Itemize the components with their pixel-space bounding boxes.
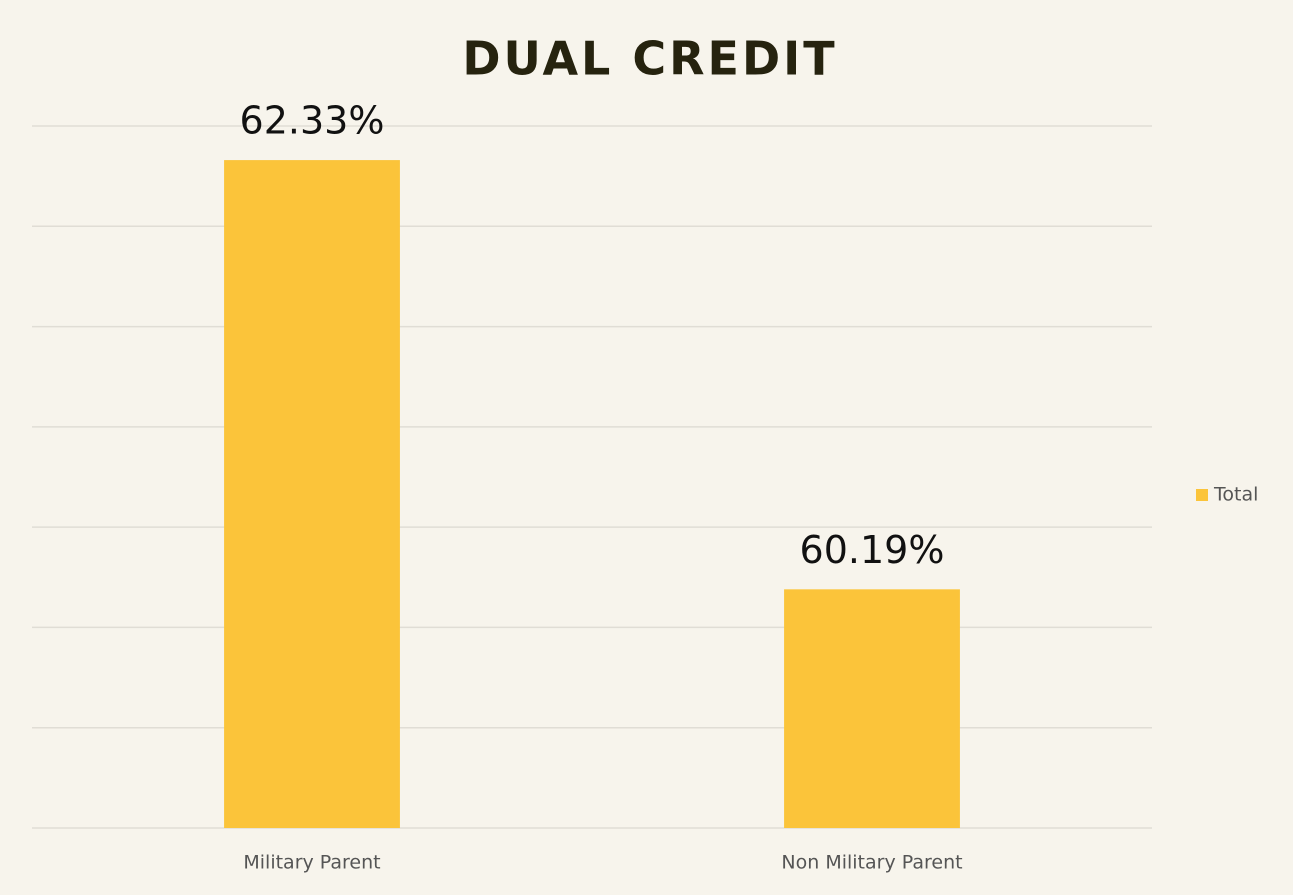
bar <box>224 160 400 828</box>
legend-swatch <box>1196 489 1208 501</box>
bar <box>784 589 960 828</box>
data-label: 62.33% <box>240 99 385 143</box>
legend-label: Total <box>1213 484 1258 506</box>
data-label: 60.19% <box>800 528 945 572</box>
chart-title: DUAL CREDIT <box>462 32 837 86</box>
x-tick-label: Military Parent <box>243 852 380 874</box>
x-tick-label: Non Military Parent <box>781 852 962 874</box>
